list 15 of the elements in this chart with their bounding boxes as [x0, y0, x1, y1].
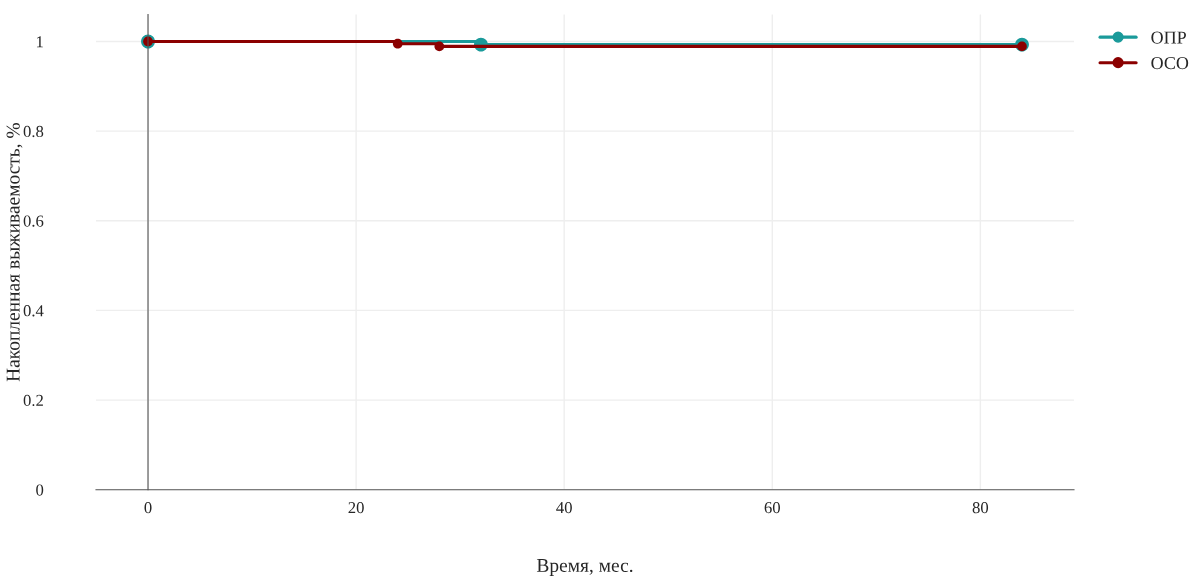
x-tick-label: 40	[556, 502, 572, 514]
y-axis-title: Накопленная выживаемость, %	[6, 123, 23, 382]
y-tick-label: 1	[36, 36, 43, 48]
x-tick-label: 0	[144, 502, 152, 514]
x-tick-label: 80	[972, 502, 989, 514]
x-tick-label: 60	[764, 502, 780, 514]
y-tick-label: 0.6	[23, 215, 44, 227]
y-tick-label: 0.8	[23, 125, 44, 138]
x-axis-title: Время, мес.	[536, 559, 633, 576]
y-tick-label: 0.2	[23, 394, 43, 407]
y-tick-label: 0.4	[23, 305, 44, 317]
legend-label: ОПР	[1151, 31, 1186, 44]
x-tick-label: 20	[348, 502, 364, 514]
legend-label: ОСО	[1151, 57, 1189, 70]
y-tick-label: 0	[36, 484, 44, 496]
